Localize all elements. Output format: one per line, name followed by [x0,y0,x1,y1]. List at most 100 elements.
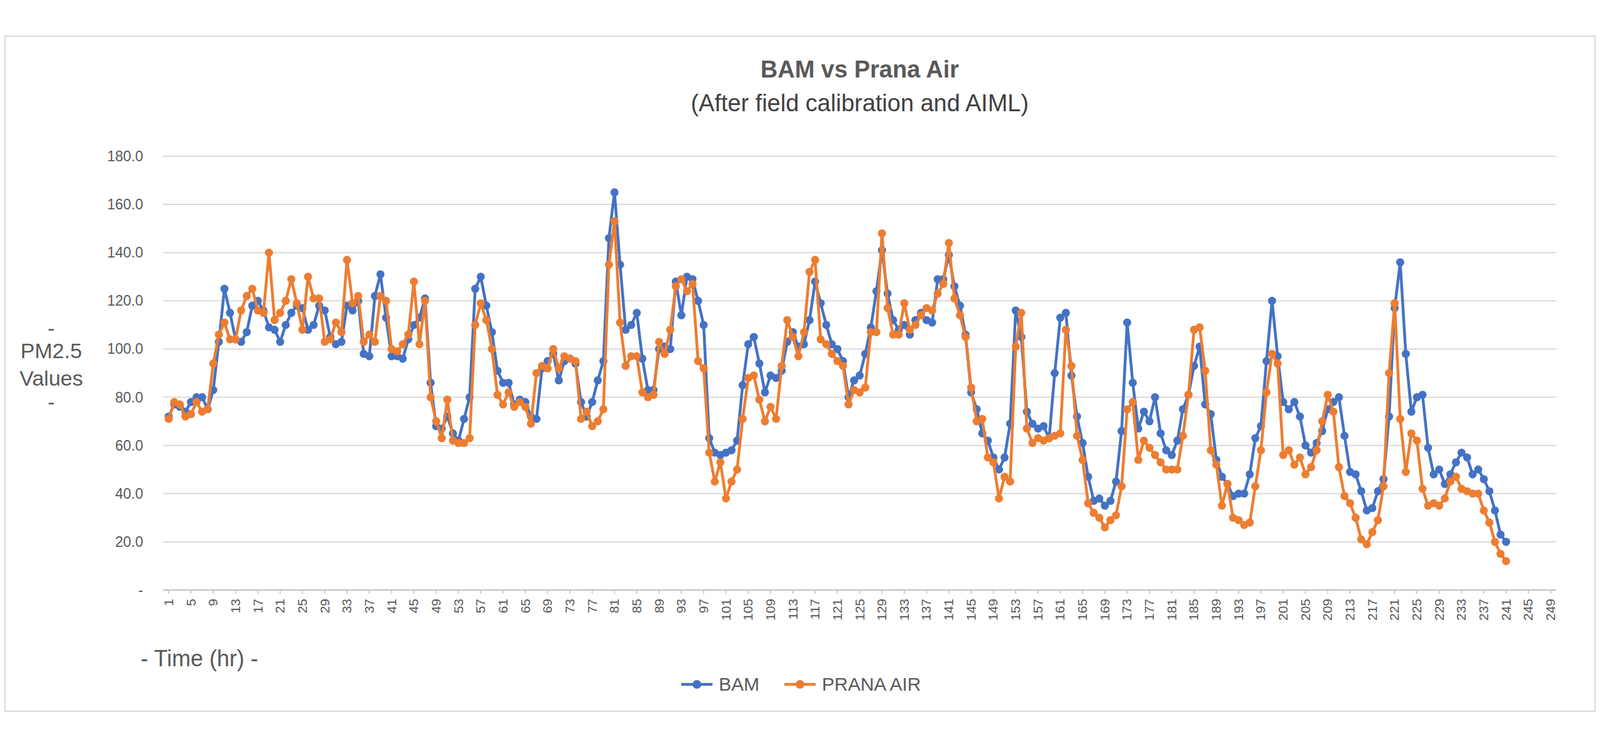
x-tick-label: 117 [807,598,822,620]
data-point [1111,511,1120,520]
data-point [1123,405,1132,414]
data-point [203,405,212,414]
data-point [203,405,212,414]
data-point [303,272,312,281]
data-point [1245,470,1254,479]
data-point [1401,468,1410,477]
data-point [1396,415,1405,424]
x-tick-label: 9 [205,598,220,607]
data-point [593,417,602,426]
data-point [1100,523,1109,532]
data-point [521,402,530,411]
data-point [359,337,368,346]
data-point [582,407,591,416]
x-tick-label: 149 [985,598,1000,621]
data-point [331,318,340,327]
x-tick [1238,590,1240,594]
data-point [1011,342,1020,351]
x-tick [1371,590,1374,594]
x-tick-label: 177 [1141,598,1157,621]
data-point [1323,390,1332,399]
data-point [1218,501,1227,510]
data-point [605,260,614,269]
data-point [1463,453,1472,462]
x-tick-label: 41 [384,598,399,614]
data-point [1145,417,1154,426]
data-point [1117,482,1126,491]
data-point [1485,518,1494,527]
data-point [727,477,736,486]
x-tick-label: 181 [1164,598,1179,621]
data-point [476,299,485,308]
data-point [1000,453,1009,462]
x-tick [1349,590,1351,594]
data-point [1496,550,1505,559]
data-point [1151,393,1160,402]
x-tick [1037,590,1039,594]
x-tick [212,590,214,594]
x-tick-label: 65 [518,598,533,614]
data-point [460,415,469,424]
data-point [894,330,903,339]
data-point [437,434,446,443]
x-tick [1461,590,1463,594]
x-tick-label: 165 [1075,598,1090,621]
data-point [1418,485,1427,494]
x-tick [279,590,281,594]
x-tick-label: 89 [651,598,667,614]
data-point [693,356,702,365]
data-point [1295,412,1304,421]
data-point [1485,486,1494,495]
x-tick [190,590,192,594]
data-point [1423,443,1432,452]
grid [163,156,1557,590]
y-tick-label: 40.0 [115,485,144,502]
data-point [376,270,385,279]
data-point [1335,393,1344,402]
data-point [1480,475,1489,484]
data-point [683,286,692,295]
y-tick-label: 160.0 [106,196,144,213]
data-point [939,280,948,289]
data-point [588,398,597,407]
data-point [543,364,552,373]
data-point [1390,299,1399,308]
data-point [794,352,803,361]
data-point [1167,451,1176,460]
data-point [471,285,480,294]
data-point [276,308,285,317]
data-point [750,371,759,380]
x-tick [391,590,393,594]
x-tick [257,590,259,594]
data-point [270,316,279,325]
y-axis-label: Values [19,366,83,390]
x-tick [1438,590,1440,594]
data-point [498,400,507,409]
x-tick [502,590,504,594]
x-tick [680,590,682,594]
x-tick [926,590,928,594]
x-tick-label: 213 [1342,598,1357,621]
data-point [738,415,747,424]
x-tick [1171,590,1173,594]
x-tick-label: 237 [1476,598,1491,621]
data-point [822,320,831,329]
y-tick-label: - [138,581,144,599]
data-point [710,477,719,486]
x-tick-label: 101 [718,598,734,621]
data-point [878,229,887,238]
x-tick [569,590,571,594]
data-point [1335,463,1344,472]
chart: BAM vs Prana Air(After field calibration… [0,0,1600,750]
y-tick-label: 20.0 [115,533,144,550]
data-point [1084,499,1093,508]
data-point [945,238,954,247]
data-point [788,333,797,342]
data-point [236,306,245,315]
x-tick [970,590,972,594]
x-tick-label: 37 [361,598,377,614]
data-point [1490,506,1499,515]
x-tick [1550,590,1552,594]
data-point [242,291,251,300]
data-point [431,417,440,426]
